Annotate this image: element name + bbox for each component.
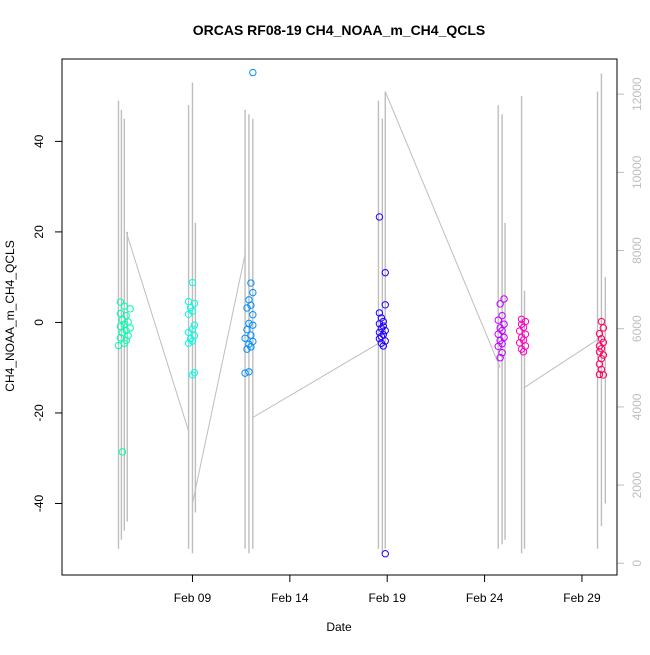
data-point-s0-14 [116,334,125,342]
data-point-s0-0 [118,448,127,456]
data-point-s2-16 [241,369,249,377]
y-tick-label-40: 40 [32,134,46,148]
data-point-s2-14 [247,343,255,351]
data-point-s0-12 [118,329,127,337]
data-point-s6-13 [599,371,608,379]
data-point-s5-11 [519,348,528,356]
chart-title: ORCAS RF08-19 CH4_NOAA_m_CH4_QCLS [193,22,486,38]
data-point-s2-1 [247,279,255,287]
data-point-s4-11 [494,342,502,351]
x-tick-label-0: Feb 09 [174,591,212,605]
data-point-s2-5 [243,304,251,312]
data-point-s2-9 [243,325,251,334]
data-point-s6-3 [597,335,606,343]
data-point-s4-0 [496,300,504,308]
x-tick-label-2: Feb 19 [369,591,407,605]
y-tick-label-20: 20 [32,225,46,239]
data-point-s1-12 [184,339,193,347]
y-tick-label--40: -40 [32,494,46,512]
background-connector-1 [191,254,246,504]
data-point-s2-8 [249,321,257,329]
background-connector-2 [252,342,380,418]
data-point-s0-2 [120,302,129,310]
background-connector-4 [523,337,600,389]
data-point-s2-17 [245,368,253,376]
y-tick-label-0: 0 [32,319,46,326]
x-tick-label-4: Feb 29 [563,591,601,605]
data-point-s3-14 [381,337,389,345]
data-point-s3-5 [379,317,388,326]
data-point-s2-0 [249,68,257,77]
data-point-s4-12 [498,349,506,357]
data-point-s2-2 [249,288,257,297]
data-point-s5-0 [517,315,526,323]
data-point-s3-0 [375,213,384,221]
data-point-s3-7 [379,322,388,330]
y2-tick-label-0: 0 [630,560,644,567]
background-connector-0 [125,231,190,432]
background-connector-3 [384,91,501,368]
x-tick-label-3: Feb 24 [466,591,504,605]
data-point-s0-11 [122,326,130,335]
data-point-s1-3 [186,303,195,312]
data-point-s6-12 [595,370,604,379]
plot-frame [61,58,618,576]
data-point-s3-17 [381,550,389,558]
y2-tick-label-4000: 4000 [630,393,644,420]
data-point-s3-16 [379,342,388,350]
x-tick-label-1: Feb 14 [271,591,309,605]
data-points-layer [114,68,608,558]
data-point-s6-8 [599,351,608,359]
data-point-s3-2 [381,301,389,309]
data-point-s0-1 [116,298,125,306]
data-point-s2-11 [241,334,249,342]
data-point-s1-11 [188,337,197,345]
y-tick-label--20: -20 [32,404,46,422]
y2-tick-label-12000: 12000 [630,77,644,111]
data-point-s4-1 [500,295,508,303]
y2-tick-label-6000: 6000 [630,315,644,342]
data-point-s1-6 [190,321,199,329]
y2-tick-label-2000: 2000 [630,471,644,498]
data-point-s3-6 [375,320,384,328]
data-point-s0-13 [124,331,132,340]
data-point-s4-3 [494,316,502,324]
data-point-s4-13 [496,354,504,362]
data-point-s3-3 [375,309,384,317]
data-point-s1-10 [186,335,195,343]
data-point-s4-2 [498,311,506,320]
data-point-s2-15 [243,345,251,353]
data-point-s1-2 [190,299,199,308]
data-point-s3-1 [381,268,389,277]
data-point-s0-3 [126,305,134,313]
data-point-s2-6 [249,311,257,319]
data-point-s1-13 [190,368,199,377]
data-point-s6-2 [595,330,604,338]
data-point-s1-0 [188,278,197,287]
y-axis-title: CH4_NOAA_m_CH4_QCLS [3,240,17,391]
x-axis-title: Date [326,620,352,634]
data-point-s1-5 [184,310,193,318]
data-point-s6-1 [599,324,608,332]
background-series-layer [117,73,607,554]
y2-tick-label-8000: 8000 [630,237,644,264]
data-point-s1-14 [188,371,197,379]
y2-tick-label-10000: 10000 [630,155,644,189]
axes-layer: -40 -20 0 20 40 0 2000 4000 6000 8000 10000 12000 Fe… [32,77,644,605]
data-point-s0-17 [114,341,123,350]
